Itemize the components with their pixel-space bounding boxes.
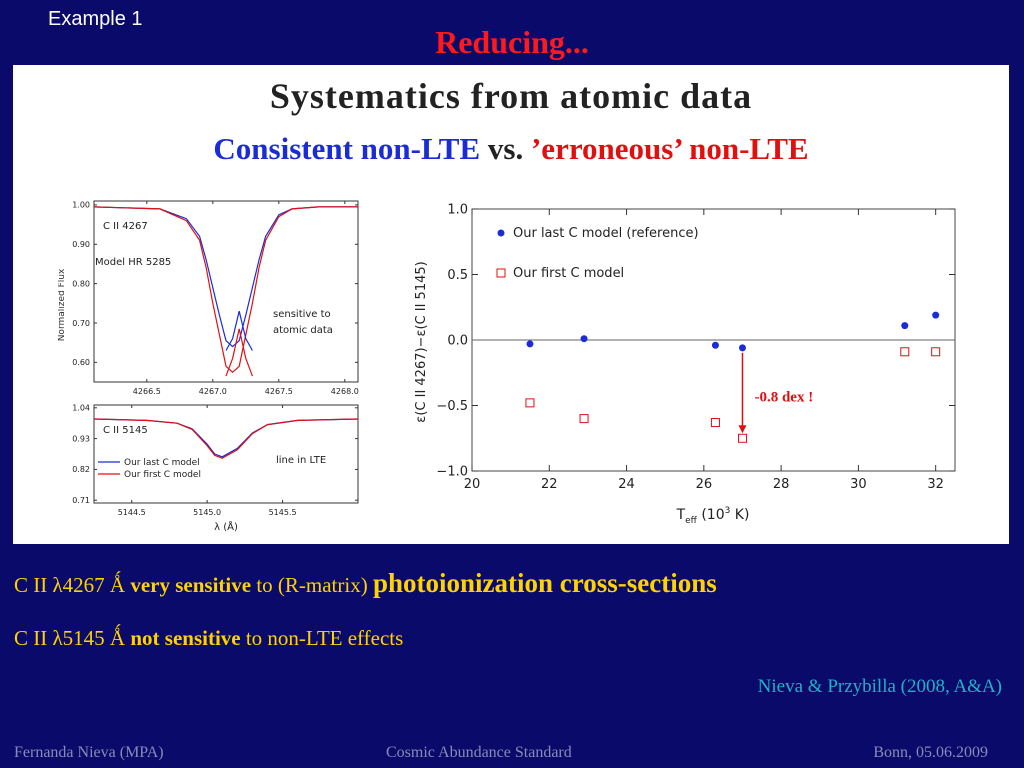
bullet2-emphasis: not sensitive: [130, 626, 241, 650]
x-tick-label: 30: [850, 477, 867, 492]
y-tick-label: 0.0: [447, 334, 468, 349]
model-label: Model HR 5285: [95, 257, 171, 268]
x-tick-label: 4266.5: [133, 387, 161, 396]
note-sensitive-2: atomic data: [273, 325, 333, 336]
y-tick-label: 1.04: [72, 404, 90, 413]
y-tick-label: 0.90: [72, 240, 90, 249]
spectrum-line: [93, 206, 358, 374]
footer-date: Bonn, 05.06.2009: [873, 744, 988, 761]
x-tick-label: 28: [773, 477, 790, 492]
y-tick-label: 0.82: [72, 465, 90, 474]
data-point-reference: [526, 340, 534, 348]
x-axis-label: Teff (103 K): [676, 506, 750, 526]
bullet1-line: C II λ4267 Ǻ: [14, 573, 131, 597]
plot-frame: [93, 404, 359, 504]
subtitle-consistent: Consistent non-LTE: [213, 131, 481, 166]
y-tick-label: 0.71: [72, 496, 90, 505]
x-tick-label: 22: [541, 477, 558, 492]
spectrum-4267-chart: Normalized Flux 1.00 0.90 0.80 0.70 0.60 426…: [58, 197, 378, 409]
spectrum-line: [225, 328, 253, 377]
legend-label-blue: Our last C model: [124, 458, 200, 468]
example-label: Example 1: [48, 8, 143, 30]
data-point-first-model: [931, 347, 941, 357]
bullet2-line: C II λ5145 Ǻ: [14, 626, 131, 650]
x-tick-label: 5144.5: [118, 508, 146, 517]
legend-label-blue: Our last C model (reference): [513, 226, 699, 241]
bullet1-highlight: photoionization cross-sections: [372, 568, 717, 598]
slide-title: Reducing...: [435, 24, 589, 60]
x-tick-label: 32: [927, 477, 944, 492]
y-axis-label: Normalized Flux: [58, 268, 67, 341]
bullet-4267: C II λ4267 Ǻ very sensitive to (R-matrix…: [14, 568, 717, 599]
data-point-reference: [738, 344, 746, 352]
y-tick-label: 0.80: [72, 279, 90, 288]
bullet1-emphasis: very sensitive: [130, 573, 252, 597]
data-point-reference: [580, 335, 588, 343]
y-tick-label: −0.5: [436, 399, 468, 414]
x-tick-label: 4267.5: [265, 387, 293, 396]
data-point-first-model: [710, 418, 720, 428]
spectrum-line: [93, 418, 359, 459]
data-point-first-model: [579, 414, 589, 424]
legend-label-red: Our first C model: [513, 266, 624, 281]
subtitle-erroneous: ’erroneous’ non-LTE: [530, 131, 809, 166]
line-label-5145: C II 5145: [103, 425, 148, 436]
note-sensitive-1: sensitive to: [273, 309, 331, 320]
footer-author: Fernanda Nieva (MPA): [14, 744, 164, 761]
data-point-reference: [711, 341, 719, 349]
figure-panel: Systematics from atomic data Consistent …: [13, 65, 1009, 544]
x-tick-label: 4268.0: [331, 387, 359, 396]
legend-marker-blue: [497, 229, 505, 237]
x-tick-label: 5145.0: [193, 508, 221, 517]
data-point-reference: [932, 311, 940, 319]
x-tick-label: 5145.5: [269, 508, 297, 517]
legend-marker-red: [496, 268, 506, 278]
data-point-reference: [901, 322, 909, 330]
difference-annotation: -0.8 dex !: [754, 390, 813, 406]
data-point-first-model: [737, 433, 747, 443]
y-tick-label: 1.00: [72, 201, 90, 210]
figure-title: Systematics from atomic data: [269, 76, 753, 116]
data-point-first-model: [525, 398, 535, 408]
x-tick-label: 20: [464, 477, 481, 492]
y-tick-label: −1.0: [436, 465, 468, 480]
y-tick-label: 0.70: [72, 319, 90, 328]
y-axis-label: ε(C II 4267)−ε(C II 5145): [414, 261, 429, 422]
y-tick-label: 0.5: [447, 268, 468, 283]
citation: Nieva & Przybilla (2008, A&A): [757, 676, 1002, 697]
x-tick-label: 4267.0: [199, 387, 227, 396]
spectrum-5145-chart: 1.04 0.93 0.82 0.71 5144.5 5145.0 5145.5 C II…: [58, 403, 378, 543]
note-lte: line in LTE: [276, 455, 326, 466]
y-tick-label: 1.0: [447, 203, 468, 218]
plot-frame: [93, 200, 359, 383]
x-tick-label: 24: [618, 477, 635, 492]
x-tick-label: 26: [696, 477, 713, 492]
subtitle-vs: vs.: [480, 131, 531, 166]
bullet1-text: to (R-matrix): [251, 573, 373, 597]
y-tick-label: 0.93: [72, 434, 90, 443]
footer-title: Cosmic Abundance Standard: [386, 744, 572, 761]
figure-subtitle: Consistent non-LTE vs. ’erroneous’ non-L…: [13, 131, 1009, 167]
spectrum-line: [225, 311, 253, 351]
bullet2-text: to non-LTE effects: [240, 626, 404, 650]
abundance-difference-chart: ε(C II 4267)−ε(C II 5145) 1.0 0.5 0.0 −0.5 −…: [403, 197, 983, 532]
data-point-first-model: [900, 347, 910, 357]
bullet-5145: C II λ5145 Ǻ not sensitive to non-LTE ef…: [14, 626, 403, 651]
line-label-4267: C II 4267: [103, 221, 148, 232]
y-tick-label: 0.60: [72, 358, 90, 367]
legend-label-red: Our first C model: [124, 470, 201, 480]
difference-arrowhead: [738, 425, 747, 434]
x-axis-label: λ (Å): [214, 520, 238, 533]
